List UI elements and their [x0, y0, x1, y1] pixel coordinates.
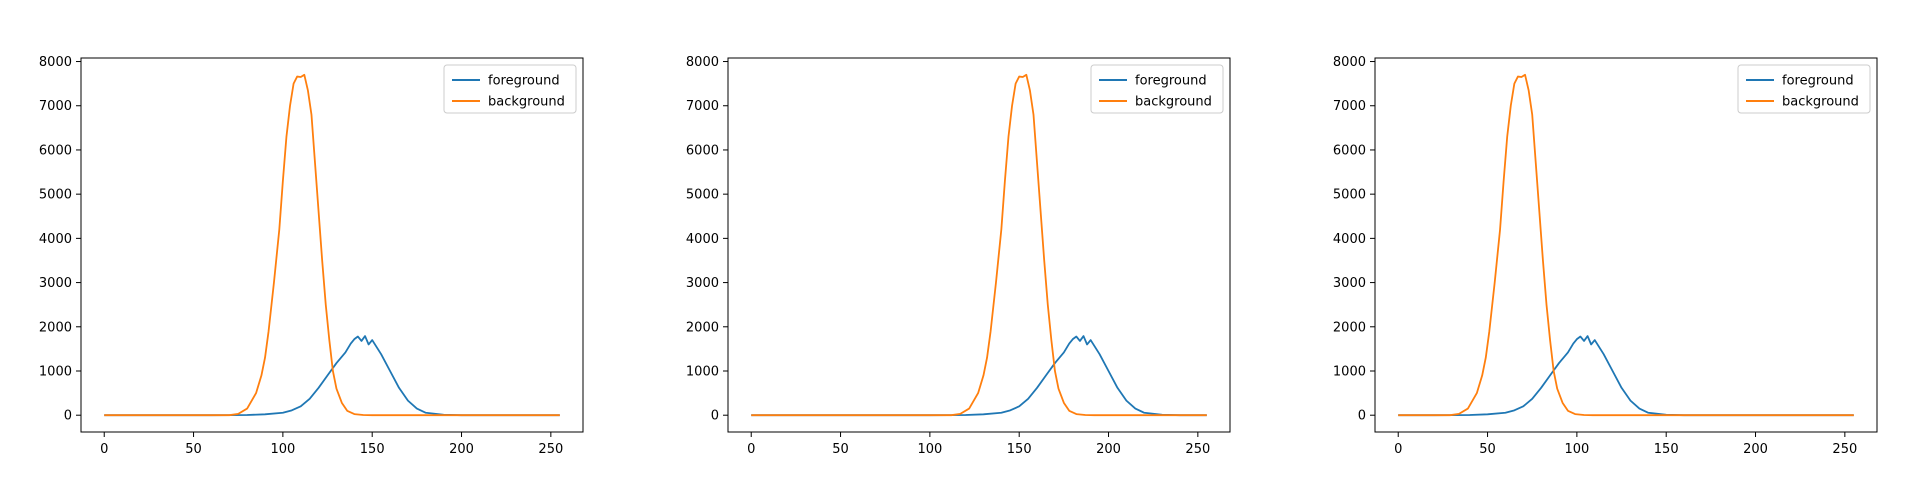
legend-label-background: background — [1782, 95, 1859, 110]
series-line-background — [1398, 73, 1854, 417]
y-tick-label: 5000 — [1333, 188, 1366, 203]
legend-label-foreground: foreground — [1782, 74, 1854, 89]
legend-label-background: background — [1135, 95, 1212, 110]
x-tick-label: 100 — [917, 442, 942, 457]
y-tick-label: 7000 — [1333, 99, 1366, 114]
y-tick-label: 2000 — [39, 320, 72, 335]
legend-label-background: background — [488, 95, 565, 110]
series-line-foreground — [1398, 335, 1854, 417]
series-line-background — [104, 73, 560, 417]
legend: foreground background — [1737, 64, 1871, 114]
y-tick-label: 8000 — [1333, 55, 1366, 70]
y-tick-label: 2000 — [1333, 320, 1366, 335]
series-line-background — [751, 73, 1207, 417]
y-tick-label: 3000 — [1333, 276, 1366, 291]
chart-panel-2: 0 50 100 150 200 250 0 1000 2000 3000 4000 5000 6000… — [686, 55, 1231, 457]
y-tick-label: 7000 — [39, 99, 72, 114]
y-tick-label: 1000 — [1333, 364, 1366, 379]
chart-panel-1: 0 50 100 150 200 250 0 1000 2000 3000 4000 5000 6000… — [39, 55, 584, 457]
x-tick-label: 250 — [1185, 442, 1210, 457]
x-tick-label: 50 — [1479, 442, 1496, 457]
x-tick-label: 150 — [360, 442, 385, 457]
x-tick-label: 50 — [185, 442, 202, 457]
y-tick-label: 6000 — [686, 143, 719, 158]
x-tick-label: 0 — [1394, 442, 1402, 457]
y-tick-label: 5000 — [686, 188, 719, 203]
y-tick-label: 2000 — [686, 320, 719, 335]
x-tick-label: 200 — [449, 442, 474, 457]
chart-panel-3: 0 50 100 150 200 250 0 1000 2000 3000 4000 5000 6000… — [1333, 55, 1878, 457]
y-tick-label: 3000 — [39, 276, 72, 291]
x-tick-label: 50 — [832, 442, 849, 457]
x-tick-label: 250 — [538, 442, 563, 457]
series-line-foreground — [751, 335, 1207, 417]
axes-frame — [727, 57, 1231, 433]
legend-label-foreground: foreground — [488, 74, 560, 89]
y-tick-label: 4000 — [1333, 232, 1366, 247]
axes-frame — [80, 57, 584, 433]
y-tick-label: 8000 — [39, 55, 72, 70]
x-tick-label: 0 — [100, 442, 108, 457]
y-tick-label: 4000 — [39, 232, 72, 247]
x-tick-label: 150 — [1654, 442, 1679, 457]
legend: foreground background — [443, 64, 577, 114]
x-tick-label: 150 — [1007, 442, 1032, 457]
x-tick-label: 250 — [1832, 442, 1857, 457]
y-tick-label: 1000 — [686, 364, 719, 379]
x-tick-label: 200 — [1743, 442, 1768, 457]
y-tick-label: 3000 — [686, 276, 719, 291]
y-tick-label: 6000 — [1333, 143, 1366, 158]
y-tick-label: 0 — [1358, 409, 1366, 424]
y-tick-label: 7000 — [686, 99, 719, 114]
x-tick-label: 100 — [270, 442, 295, 457]
x-tick-label: 100 — [1564, 442, 1589, 457]
legend: foreground background — [1090, 64, 1224, 114]
y-tick-label: 1000 — [39, 364, 72, 379]
y-tick-label: 0 — [711, 409, 719, 424]
legend-label-foreground: foreground — [1135, 74, 1207, 89]
y-tick-label: 6000 — [39, 143, 72, 158]
y-tick-label: 5000 — [39, 188, 72, 203]
y-tick-label: 0 — [64, 409, 72, 424]
y-tick-label: 4000 — [686, 232, 719, 247]
x-tick-label: 0 — [747, 442, 755, 457]
axes-frame — [1374, 57, 1878, 433]
series-line-foreground — [104, 335, 560, 417]
x-tick-label: 200 — [1096, 442, 1121, 457]
y-tick-label: 8000 — [686, 55, 719, 70]
